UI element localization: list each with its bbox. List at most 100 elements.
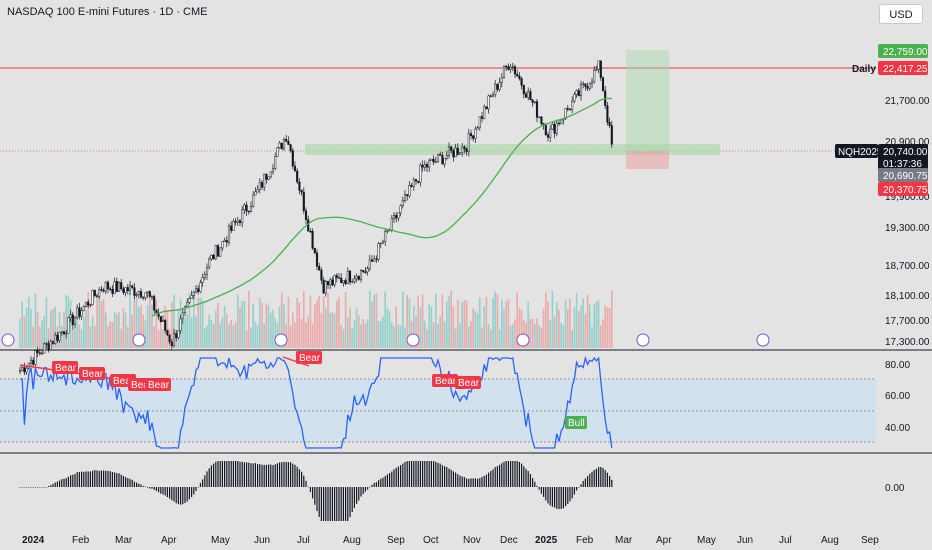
event-icon[interactable] (516, 333, 530, 347)
macd-histogram[interactable] (19, 461, 613, 521)
volume-bar (556, 302, 558, 348)
candle-body (78, 307, 81, 317)
volume-bar (342, 329, 345, 348)
volume-bar (611, 290, 613, 348)
event-icon[interactable] (274, 333, 288, 347)
symbol-text: NQH2025 (838, 147, 883, 158)
volume-bar (388, 310, 391, 348)
candle-body (170, 341, 173, 346)
time-tick: Sep (861, 535, 879, 546)
candle-body (252, 194, 255, 207)
long-position-stop-zone[interactable] (626, 151, 669, 169)
macd-bar (206, 471, 208, 487)
event-icon[interactable] (132, 333, 146, 347)
candle-body (300, 189, 303, 193)
volume-bar (586, 294, 589, 348)
candle-body (608, 122, 611, 126)
volume-bar (551, 290, 554, 348)
candle-body (428, 160, 431, 168)
currency-button[interactable]: USD (879, 4, 923, 24)
event-icon[interactable] (756, 333, 770, 347)
candle-body (144, 292, 147, 299)
candle-body (527, 91, 530, 98)
volume-bar (212, 324, 215, 348)
candle-body (491, 94, 495, 97)
macd-bar (512, 461, 514, 487)
macd-bar (342, 487, 344, 521)
volume-bar (21, 301, 23, 348)
bear-signal-text: Bear (148, 380, 170, 391)
candle-body (236, 220, 239, 223)
macd-bar (413, 461, 415, 487)
macd-bar (54, 482, 56, 487)
candle-body (54, 334, 57, 344)
candle-body (452, 150, 455, 158)
macd-bar (556, 487, 558, 509)
macd-bar (428, 461, 430, 487)
volume-bar (514, 319, 516, 348)
stop-price-tag[interactable] (878, 182, 928, 196)
volume-bar (50, 310, 52, 348)
volume-bar (19, 318, 21, 348)
last-price-tag[interactable] (878, 144, 928, 170)
volume-bar (272, 309, 274, 348)
volume-bar (580, 305, 582, 348)
candle-body (434, 161, 437, 163)
volume-bar (298, 302, 301, 348)
symbol-tag[interactable] (835, 144, 878, 158)
macd-bar (265, 464, 267, 487)
candle-body (535, 101, 539, 118)
volume-bar (373, 294, 375, 348)
macd-bar (444, 466, 446, 487)
macd-bar (373, 482, 375, 487)
macd-bar (285, 462, 287, 487)
candle-body (397, 212, 400, 219)
macd-bar (424, 461, 426, 487)
volume-bar (518, 308, 521, 348)
candle-body (395, 215, 398, 219)
moving-average-line[interactable] (151, 97, 612, 317)
macd-bar (226, 461, 228, 487)
support-zone[interactable] (305, 144, 720, 155)
volume-bar (300, 318, 303, 348)
bear-signal-text: Bear (113, 376, 135, 387)
candle-body (439, 153, 442, 156)
macd-bar (298, 469, 300, 487)
long-position-target-zone[interactable] (626, 50, 669, 151)
volume-bar (184, 318, 186, 348)
event-icon[interactable] (406, 333, 420, 347)
volume-bar (490, 329, 492, 348)
daily-level-tag[interactable] (878, 61, 928, 75)
target-price-tag[interactable] (878, 44, 928, 58)
volume-bar (96, 297, 98, 348)
event-icon[interactable] (1, 333, 15, 347)
event-icon[interactable] (636, 333, 650, 347)
macd-bar (595, 468, 597, 487)
candle-body (117, 282, 121, 292)
volume-bar (600, 325, 602, 348)
volume-bar (144, 320, 147, 348)
time-axis[interactable]: 2024 Feb Mar Apr May Jun Jul Aug Sep Oct… (22, 535, 879, 546)
rsi-line[interactable] (20, 355, 613, 449)
volume-bar (142, 314, 144, 348)
candle-body (82, 306, 85, 311)
candle-body (406, 194, 409, 197)
candle-body (575, 90, 578, 95)
candle-body (148, 291, 151, 297)
candle-body (522, 85, 525, 95)
volume-bar (567, 309, 569, 348)
macd-bar (246, 462, 248, 487)
volume-bar (591, 326, 593, 348)
volume-bar (78, 324, 81, 348)
ma-value-tag[interactable] (878, 168, 928, 182)
price-candles[interactable] (18, 60, 613, 376)
event-markers[interactable] (1, 333, 770, 347)
candle-body (278, 142, 281, 148)
macd-bar (375, 482, 377, 487)
volume-bar (558, 309, 560, 348)
bear-signal-text: Bear (82, 369, 104, 380)
volume-bar (582, 298, 584, 348)
price-tick: 20,900.00 (885, 137, 930, 148)
macd-bar (404, 462, 406, 487)
